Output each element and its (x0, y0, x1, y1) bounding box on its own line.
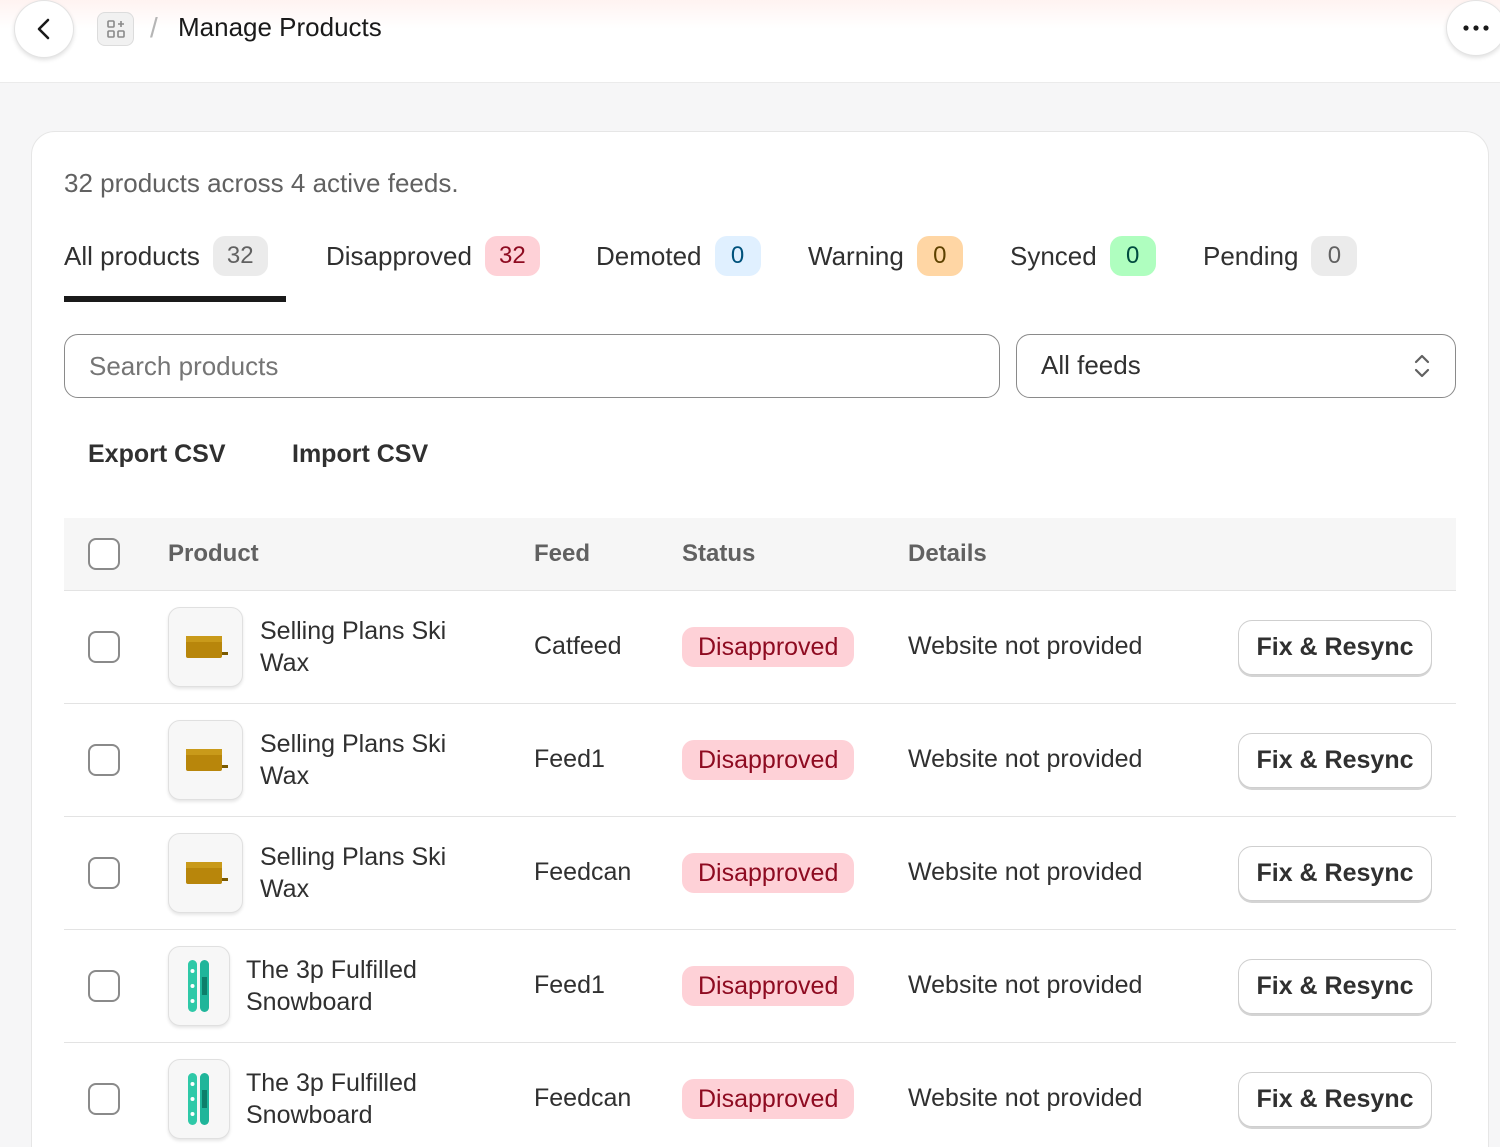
row-checkbox[interactable] (88, 744, 120, 776)
feed-name: Catfeed (534, 632, 622, 660)
count-badge: 0 (916, 236, 963, 276)
count-badge: 0 (1311, 236, 1358, 276)
row-checkbox[interactable] (88, 970, 120, 1002)
feed-select[interactable]: All feeds (1016, 334, 1456, 398)
row-checkbox[interactable] (88, 631, 120, 663)
status-badge: Disapproved (682, 740, 855, 780)
table-row: Selling Plans Ski Wax Catfeed Disapproved… (64, 591, 1456, 704)
import-csv-button[interactable]: Import CSV (292, 440, 429, 468)
chevron-left-icon (37, 18, 50, 40)
product-name-line2: Snowboard (246, 1101, 373, 1129)
header-details: Details (908, 540, 987, 567)
ski-wax-icon (168, 607, 243, 687)
tab-demoted[interactable]: Demoted 0 (596, 236, 761, 302)
back-button[interactable] (14, 0, 74, 58)
table-row: Selling Plans Ski Wax Feed1 Disapproved W… (64, 704, 1456, 817)
product-name-line2: Snowboard (246, 988, 373, 1016)
count-badge: 32 (212, 236, 268, 276)
count-badge: 32 (484, 236, 540, 276)
feed-name: Feed1 (534, 745, 605, 773)
ski-wax-icon (168, 833, 243, 913)
product-name-line2: Wax (260, 875, 310, 903)
fix-resync-button[interactable]: Fix & Resync (1238, 620, 1432, 675)
feed-select-value: All feeds (1041, 350, 1141, 380)
details-text: Website not provided (908, 1084, 1143, 1112)
active-tab-indicator (64, 296, 286, 302)
product-name-line1: Selling Plans Ski (260, 730, 447, 758)
product-name-line1: Selling Plans Ski (260, 617, 447, 645)
feed-name: Feedcan (534, 858, 632, 886)
product-name[interactable]: Selling Plans Ski Wax (260, 615, 480, 679)
details-text: Website not provided (908, 632, 1143, 660)
feed-name: Feedcan (534, 1084, 632, 1112)
product-name-line2: Wax (260, 649, 310, 677)
tab-all-products[interactable]: All products 32 (64, 236, 268, 302)
header-feed: Feed (534, 540, 591, 567)
status-badge: Disapproved (682, 966, 855, 1006)
details-text: Website not provided (908, 858, 1143, 886)
page-title: Manage Products (178, 12, 382, 42)
fix-resync-button[interactable]: Fix & Resync (1238, 733, 1432, 788)
table-header: Product Feed Status Details (64, 518, 1456, 591)
fix-resync-button[interactable]: Fix & Resync (1238, 959, 1432, 1014)
search-input[interactable] (64, 334, 1000, 398)
tab-pending[interactable]: Pending 0 (1203, 236, 1358, 302)
tab-label: Warning (808, 241, 904, 271)
status-badge: Disapproved (682, 627, 855, 667)
select-chevron-icon (1414, 354, 1430, 378)
select-all-checkbox[interactable] (88, 538, 120, 570)
more-actions-button[interactable] (1446, 0, 1500, 56)
ellipsis-icon (1463, 25, 1489, 31)
product-name[interactable]: The 3p Fulfilled Snowboard (246, 1067, 466, 1131)
tab-label: Disapproved (326, 241, 472, 271)
tab-disapproved[interactable]: Disapproved 32 (326, 236, 540, 302)
table-row: The 3p Fulfilled Snowboard Feedcan Disapp… (64, 1043, 1456, 1147)
tab-label: All products (64, 241, 200, 271)
count-badge: 0 (1109, 236, 1156, 276)
details-text: Website not provided (908, 971, 1143, 999)
product-name[interactable]: Selling Plans Ski Wax (260, 728, 480, 792)
tab-synced[interactable]: Synced 0 (1010, 236, 1156, 302)
snowboard-icon (168, 1059, 230, 1139)
product-name-line1: Selling Plans Ski (260, 843, 447, 871)
header-product: Product (168, 540, 259, 567)
feed-name: Feed1 (534, 971, 605, 999)
fix-resync-button[interactable]: Fix & Resync (1238, 1072, 1432, 1127)
details-text: Website not provided (908, 745, 1143, 773)
table-row: The 3p Fulfilled Snowboard Feed1 Disappro… (64, 930, 1456, 1043)
table-row: Selling Plans Ski Wax Feedcan Disapproved… (64, 817, 1456, 930)
header-status: Status (682, 540, 756, 567)
products-summary: 32 products across 4 active feeds. (64, 168, 459, 198)
status-badge: Disapproved (682, 853, 855, 893)
tab-label: Demoted (596, 241, 702, 271)
product-name-line1: The 3p Fulfilled (246, 1069, 417, 1097)
breadcrumb-separator: / (150, 12, 158, 43)
product-name[interactable]: The 3p Fulfilled Snowboard (246, 954, 466, 1018)
row-checkbox[interactable] (88, 857, 120, 889)
apps-grid-icon[interactable] (97, 12, 134, 46)
ski-wax-icon (168, 720, 243, 800)
product-name-line2: Wax (260, 762, 310, 790)
count-badge: 0 (714, 236, 761, 276)
row-checkbox[interactable] (88, 1083, 120, 1115)
status-badge: Disapproved (682, 1079, 855, 1119)
tab-label: Pending (1203, 241, 1299, 271)
product-name[interactable]: Selling Plans Ski Wax (260, 841, 480, 905)
tab-label: Synced (1010, 241, 1097, 271)
top-bar: / Manage Products (0, 0, 1500, 83)
tab-warning[interactable]: Warning 0 (808, 236, 963, 302)
product-name-line1: The 3p Fulfilled (246, 956, 417, 984)
export-csv-button[interactable]: Export CSV (88, 440, 226, 468)
snowboard-icon (168, 946, 230, 1026)
fix-resync-button[interactable]: Fix & Resync (1238, 846, 1432, 901)
